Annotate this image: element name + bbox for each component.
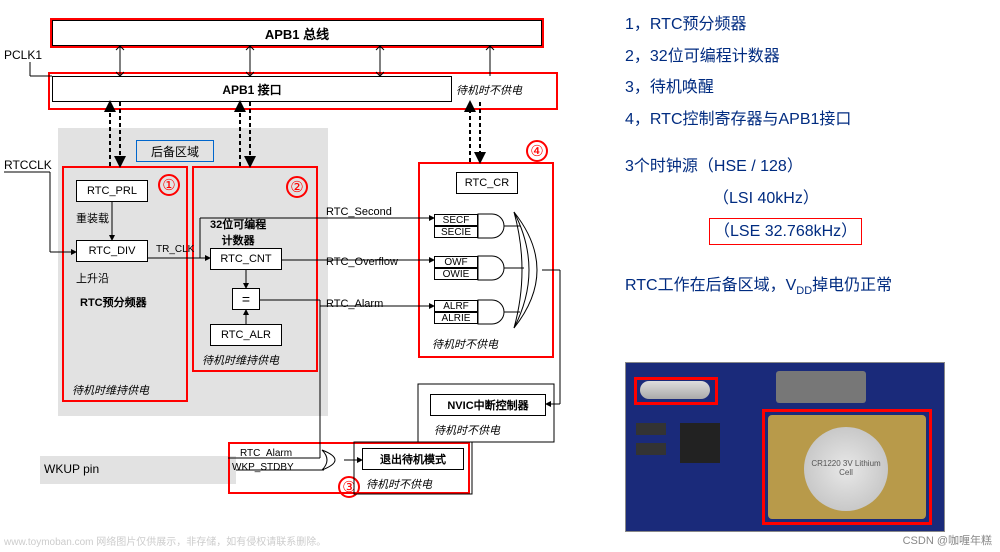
tr-clk-label: TR_CLK xyxy=(156,244,194,255)
secie-box: SECIE xyxy=(434,226,478,238)
rtcclk-label: RTCCLK xyxy=(4,158,52,172)
circle-4-label: ④ xyxy=(530,142,543,160)
pcb-highlight-crystal xyxy=(634,377,718,405)
alrf-box: ALRF xyxy=(434,300,478,312)
pcb-photo: CR1220 3V Lithium Cell xyxy=(625,362,945,532)
pclk1-label: PCLK1 xyxy=(4,48,42,62)
rtc-backup-note: RTC工作在后备区域，VDD掉电仍正常 xyxy=(625,273,995,301)
smd-3 xyxy=(680,423,720,463)
box2-note: 待机时维持供电 xyxy=(202,352,279,368)
rising-label: 上升沿 xyxy=(76,270,109,286)
secf-label: SECF xyxy=(443,215,470,226)
eq-comparator: = xyxy=(232,288,260,310)
pcb-highlight-battery xyxy=(762,409,932,525)
circle-2-label: ② xyxy=(290,178,303,196)
credit-text: CSDN @咖喱年糕 xyxy=(903,532,992,548)
side-notes: 1，RTC预分频器 2，32位可编程计数器 3，待机唤醒 4，RTC控制寄存器与… xyxy=(625,0,995,307)
owie-label: OWIE xyxy=(443,269,470,280)
rtc-note-sub: DD xyxy=(796,285,812,297)
clk-lse: （LSE 32.768kHz） xyxy=(709,218,862,246)
exit-standby: 退出待机模式 xyxy=(362,448,464,470)
clk-sources: 3个时钟源（HSE / 128） xyxy=(625,154,995,180)
nvic: NVIC中断控制器 xyxy=(430,394,546,416)
alrf-label: ALRF xyxy=(443,301,469,312)
rtc-cnt-label: RTC_CNT xyxy=(220,253,271,265)
backup-area-label: 后备区域 xyxy=(136,140,214,162)
rtc-prl-label: RTC_PRL xyxy=(87,185,137,197)
rtc-cnt: RTC_CNT xyxy=(210,248,282,270)
alrie-box: ALRIE xyxy=(434,312,478,324)
rtc-note-suffix: 掉电仍正常 xyxy=(812,277,892,294)
box4-note: 待机时不供电 xyxy=(432,336,498,352)
rtc-div: RTC_DIV xyxy=(76,240,148,262)
note-3: 3，待机唤醒 xyxy=(625,75,995,101)
apb1-bus: APB1 总线 xyxy=(52,20,542,46)
rtc-overflow-label: RTC_Overflow xyxy=(326,256,398,268)
note-4: 4，RTC控制寄存器与APB1接口 xyxy=(625,107,995,133)
wkup-pin-label: WKUP pin xyxy=(44,462,99,476)
watermark-text: www.toymoban.com 网络图片仅供展示，非存储，如有侵权请联系删除。 xyxy=(4,533,326,548)
smd-1 xyxy=(636,423,666,435)
nvic-label: NVIC中断控制器 xyxy=(447,397,528,413)
rtc-prescaler-label: RTC预分频器 xyxy=(80,294,147,310)
alrie-label: ALRIE xyxy=(442,313,471,324)
secie-label: SECIE xyxy=(441,227,471,238)
rtc-div-label: RTC_DIV xyxy=(89,245,136,257)
circle-1-label: ① xyxy=(162,176,175,194)
counter-label: 32位可编程 计数器 xyxy=(210,216,266,248)
rtc-prl: RTC_PRL xyxy=(76,180,148,202)
rtc-alr-label: RTC_ALR xyxy=(221,329,271,341)
apb1-bus-label: APB1 总线 xyxy=(265,24,329,43)
eq-label: = xyxy=(242,291,250,307)
note-2: 2，32位可编程计数器 xyxy=(625,44,995,70)
clk-lse-wrap: （LSE 32.768kHz） xyxy=(709,218,995,246)
note-1: 1，RTC预分频器 xyxy=(625,12,995,38)
circle-2: ② xyxy=(286,176,308,198)
rtc-block-diagram: APB1 总线 APB1 接口 待机时不供电 PCLK1 RTCCLK 后备区域… xyxy=(0,0,610,530)
ic-component xyxy=(776,371,866,403)
circle-3: ③ xyxy=(338,476,360,498)
circle-1: ① xyxy=(158,174,180,196)
circle-4: ④ xyxy=(526,140,548,162)
apb1-interface: APB1 接口 xyxy=(52,76,452,102)
owf-label: OWF xyxy=(444,257,467,268)
rtc-second-label: RTC_Second xyxy=(326,206,392,218)
secf-box: SECF xyxy=(434,214,478,226)
owie-box: OWIE xyxy=(434,268,478,280)
rtc-alr: RTC_ALR xyxy=(210,324,282,346)
rtc-alarm2-label: RTC_Alarm xyxy=(240,448,292,459)
exit-note: 待机时不供电 xyxy=(366,476,432,492)
box1-note: 待机时维持供电 xyxy=(72,382,149,398)
wkp-stdby-label: WKP_STDBY xyxy=(232,462,294,473)
exit-standby-label: 退出待机模式 xyxy=(380,451,446,467)
smd-2 xyxy=(636,443,666,455)
owf-box: OWF xyxy=(434,256,478,268)
apb1-if-note: 待机时不供电 xyxy=(456,82,522,98)
reload-label: 重装载 xyxy=(76,210,109,226)
rtc-cr-label: RTC_CR xyxy=(465,177,509,189)
rtc-cr: RTC_CR xyxy=(456,172,518,194)
apb1-if-label: APB1 接口 xyxy=(222,81,281,98)
rtc-alarm-label: RTC_Alarm xyxy=(326,298,383,310)
rtc-note-prefix: RTC工作在后备区域，V xyxy=(625,277,796,294)
clk-lsi: （LSI 40kHz） xyxy=(713,186,995,212)
nvic-note: 待机时不供电 xyxy=(434,422,500,438)
circle-3-label: ③ xyxy=(342,478,355,496)
backup-area-text: 后备区域 xyxy=(151,143,199,160)
